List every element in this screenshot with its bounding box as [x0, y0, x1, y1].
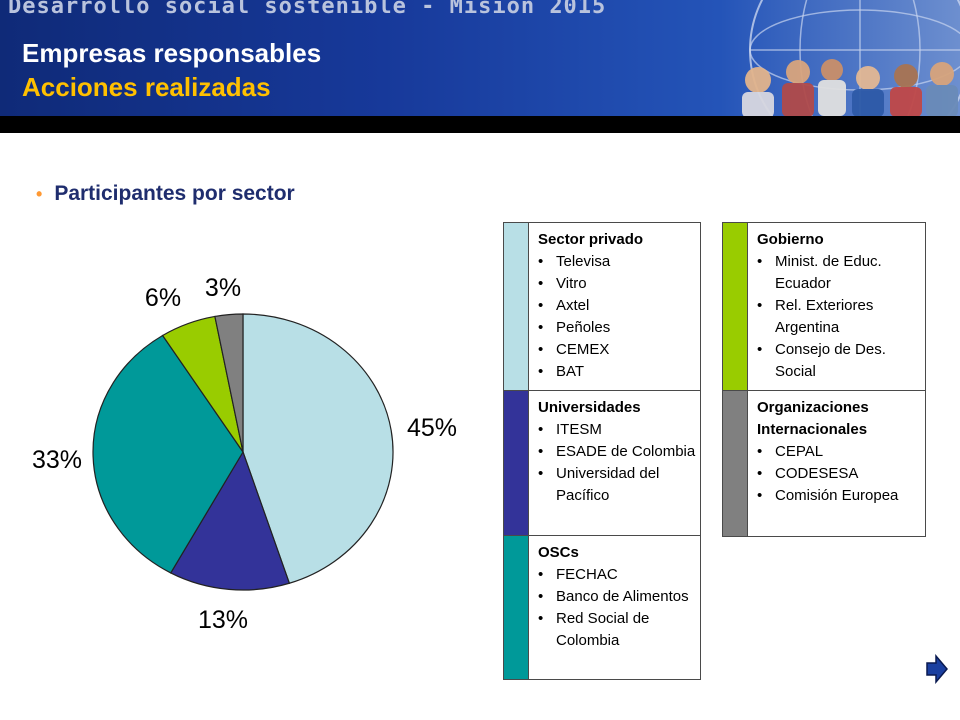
legend-swatch-gobierno	[723, 223, 748, 390]
pie-slice	[242, 313, 394, 584]
list-item: CODESESA	[757, 463, 921, 485]
header-divider	[0, 116, 960, 133]
legend-universidades: Universidades ITESM ESADE de Colombia Un…	[504, 391, 700, 536]
banner-title: Desarrollo social sostenible - Misión 20…	[8, 0, 607, 19]
list-item: Televisa	[538, 251, 696, 273]
list-item: Banco de Alimentos	[538, 586, 696, 608]
list-item: Comisión Europea	[757, 485, 921, 507]
slice-label: 6%	[145, 284, 181, 312]
list-item: ESADE de Colombia	[538, 441, 696, 463]
list-item: FECHAC	[538, 564, 696, 586]
legend-organizaciones: Organizaciones Internacionales CEPAL COD…	[723, 391, 925, 536]
list-item: Peñoles	[538, 317, 696, 339]
list-item: BAT	[538, 361, 696, 383]
section-title: Participantes por sector	[54, 182, 295, 205]
pie-slice	[92, 334, 244, 574]
legend-swatch-sector-privado	[504, 223, 529, 390]
pie-chart: 45% 13% 33% 6% 3%	[32, 274, 457, 634]
section-heading: • Participantes por sector	[36, 182, 295, 206]
list-item: Consejo de Des. Social	[757, 339, 921, 383]
legend-heading: Gobierno	[757, 231, 824, 248]
bullet-icon: •	[36, 184, 43, 204]
next-arrow-icon[interactable]	[926, 654, 948, 684]
list-item: Universidad del Pacífico	[538, 463, 696, 507]
slice-label: 45%	[407, 414, 457, 442]
legend-column-2: Gobierno Minist. de Educ. Ecuador Rel. E…	[722, 222, 926, 537]
legend-oscs: OSCs FECHAC Banco de Alimentos Red Socia…	[504, 536, 700, 679]
legend-column-1: Sector privado Televisa Vitro Axtel Peño…	[503, 222, 701, 680]
legend-swatch-oscs	[504, 536, 529, 679]
legend-gobierno: Gobierno Minist. de Educ. Ecuador Rel. E…	[723, 223, 925, 391]
slice-label: 13%	[198, 606, 248, 634]
list-item: Red Social de Colombia	[538, 608, 696, 652]
legend-heading: Universidades	[538, 399, 641, 416]
page-title: Empresas responsables	[22, 38, 322, 68]
legend-heading: Sector privado	[538, 231, 644, 248]
list-item: Axtel	[538, 295, 696, 317]
list-item: CEPAL	[757, 441, 921, 463]
pie-slice	[214, 313, 244, 453]
list-item: Vitro	[538, 273, 696, 295]
header: Desarrollo social sostenible - Misión 20…	[0, 0, 960, 116]
pie-slice	[169, 450, 291, 591]
globe-people-image	[742, 0, 960, 116]
page-subtitle: Acciones realizadas	[22, 72, 271, 102]
slice-label: 33%	[32, 446, 82, 474]
list-item: Rel. Exteriores Argentina	[757, 295, 921, 339]
legend-swatch-universidades	[504, 391, 529, 535]
legend-sector-privado: Sector privado Televisa Vitro Axtel Peño…	[504, 223, 700, 391]
legend-swatch-organizaciones	[723, 391, 748, 536]
list-item: ITESM	[538, 419, 696, 441]
legend-heading: OSCs	[538, 544, 579, 561]
legend-heading: Organizaciones Internacionales	[757, 399, 869, 438]
list-item: CEMEX	[538, 339, 696, 361]
list-item: Minist. de Educ. Ecuador	[757, 251, 921, 295]
slice-label: 3%	[205, 274, 241, 302]
